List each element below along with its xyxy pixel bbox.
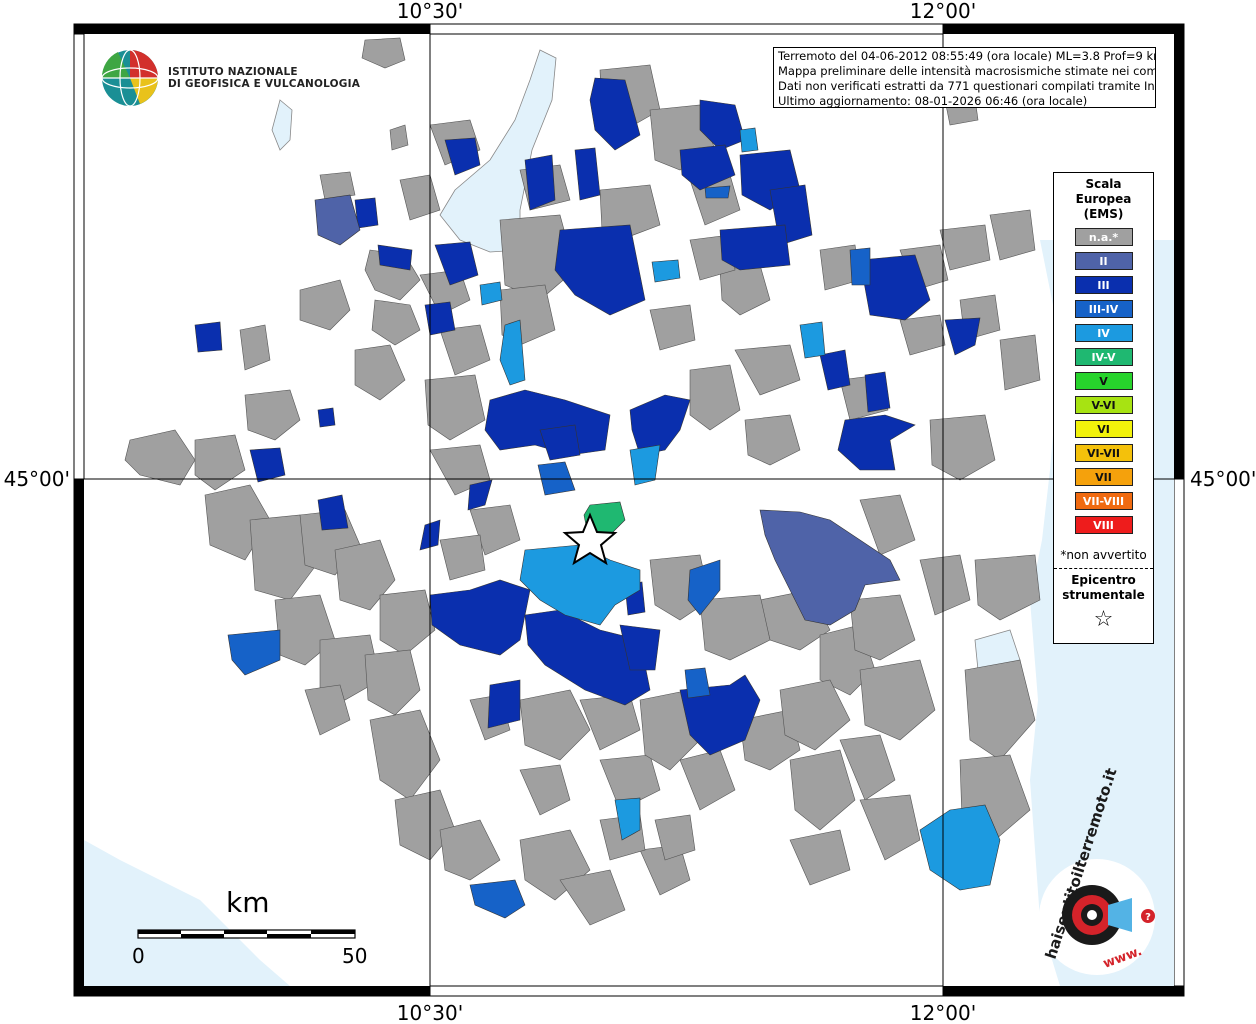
lat-label-left: 45°00' bbox=[4, 467, 70, 491]
legend-swatch: V-VI bbox=[1074, 396, 1133, 414]
epicenter-star bbox=[562, 512, 618, 566]
legend-swatch: V bbox=[1074, 372, 1133, 390]
frame-left-top-bar bbox=[73, 33, 85, 480]
legend-swatch: n.a.* bbox=[1074, 228, 1133, 246]
scale-start-label: 0 bbox=[132, 944, 145, 968]
lake-garda bbox=[439, 49, 557, 253]
frame-left-bottom-bar bbox=[74, 479, 84, 986]
lon-label-top-left: 10°30' bbox=[397, 0, 463, 23]
legend-star-icon: ☆ bbox=[1093, 607, 1114, 632]
scale-bar bbox=[137, 929, 356, 939]
frame-top-right-bar bbox=[943, 24, 1184, 34]
legend-swatch: IV bbox=[1074, 324, 1133, 342]
legend-separator bbox=[1054, 568, 1153, 569]
info-line3: Dati non verificati estratti da 771 ques… bbox=[778, 79, 1156, 93]
legend-swatch: VIII bbox=[1074, 516, 1133, 534]
legend-swatch: III-IV bbox=[1074, 300, 1133, 318]
svg-text:?: ? bbox=[1145, 912, 1151, 923]
scale-end-label: 50 bbox=[342, 944, 368, 968]
haisentito-logo-icon: ? haisentitoilterremoto.it www. bbox=[1039, 766, 1155, 975]
legend-items: n.a.* II III III-IV IV IV-V V V-VI VI VI-VII VII VI… bbox=[1054, 228, 1153, 534]
sea-ligurian bbox=[84, 840, 290, 986]
frame-top-left-bar bbox=[74, 24, 430, 34]
legend-swatch: VII bbox=[1074, 468, 1133, 486]
frame-top-mid-bar bbox=[429, 23, 944, 35]
lat-label-right: 45°00' bbox=[1190, 467, 1256, 491]
ems-legend: Scala Europea (EMS) n.a.* II III III-IV IV IV… bbox=[1053, 172, 1154, 644]
event-info-box: Terremoto del 04-06-2012 08:55:49 (ora l… bbox=[773, 47, 1156, 108]
legend-epicenter-label: Epicentro strumentale bbox=[1062, 573, 1145, 602]
info-line4: Ultimo aggiornamento: 08-01-2026 06:46 (… bbox=[778, 94, 1088, 108]
info-line2: Mappa preliminare delle intensità macros… bbox=[778, 64, 1156, 78]
frame-bottom-left-bar bbox=[74, 986, 430, 996]
legend-swatch: VII-VIII bbox=[1074, 492, 1133, 510]
area-iii bbox=[589, 77, 641, 151]
legend-swatch: III bbox=[1074, 276, 1133, 294]
ingv-line1: ISTITUTO NAZIONALE bbox=[168, 66, 298, 78]
legend-note: *non avvertito bbox=[1060, 548, 1147, 562]
legend-swatch: VI bbox=[1074, 420, 1133, 438]
area-ii bbox=[759, 509, 901, 626]
frame-right-bottom-bar bbox=[1173, 478, 1185, 987]
legend-swatch: II bbox=[1074, 252, 1133, 270]
frame-bottom-right-bar bbox=[943, 986, 1184, 996]
legend-swatch: VI-VII bbox=[1074, 444, 1133, 462]
lon-label-bottom-right: 12°00' bbox=[910, 1001, 976, 1024]
lon-label-bottom-left: 10°30' bbox=[397, 1001, 463, 1024]
municipalities-intensity bbox=[194, 77, 1001, 919]
ingv-line2: DI GEOFISICA E VULCANOLOGIA bbox=[168, 78, 361, 90]
lake-iseo bbox=[271, 99, 293, 151]
legend-title: Scala Europea (EMS) bbox=[1075, 177, 1132, 221]
lon-label-top-right: 12°00' bbox=[910, 0, 976, 23]
scale-unit-label: km bbox=[226, 886, 270, 919]
legend-swatch: IV-V bbox=[1074, 348, 1133, 366]
ingv-logo-text: ISTITUTO NAZIONALE DI GEOFISICA E VULCAN… bbox=[168, 66, 360, 90]
frame-bottom-mid-bar bbox=[429, 985, 944, 997]
info-line1: Terremoto del 04-06-2012 08:55:49 (ora l… bbox=[778, 49, 1156, 63]
frame-right-top-bar bbox=[1174, 34, 1184, 479]
ingv-logo-icon bbox=[101, 49, 159, 107]
